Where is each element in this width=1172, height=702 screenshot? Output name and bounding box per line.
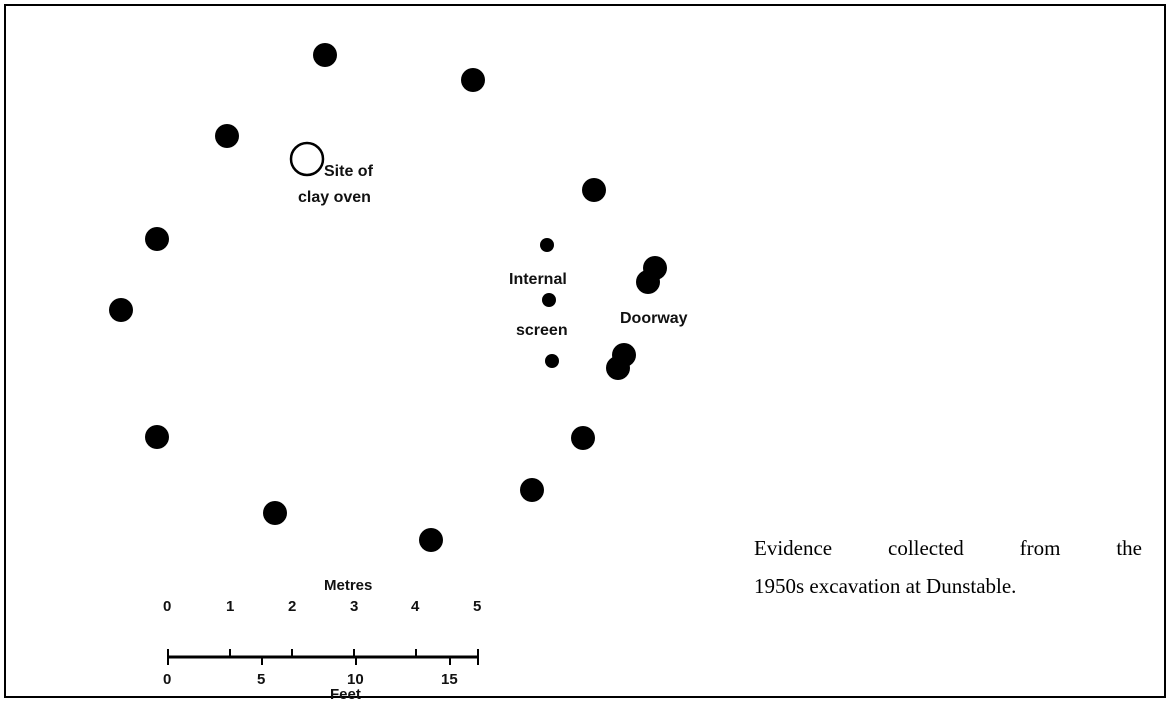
screen-stakehole xyxy=(542,293,556,307)
excavation-plan: Site of clay oven Internal screen Doorwa… xyxy=(109,43,688,700)
posthole xyxy=(520,478,544,502)
screen-stakehole xyxy=(545,354,559,368)
caption-line-2: 1950s excavation at Dunstable. xyxy=(754,574,1017,598)
posthole xyxy=(461,68,485,92)
internal-screen-label-line2: screen xyxy=(516,322,568,339)
posthole xyxy=(313,43,337,67)
posthole xyxy=(109,298,133,322)
posthole xyxy=(263,501,287,525)
scale-metres-tick: 3 xyxy=(350,598,358,615)
posthole xyxy=(145,425,169,449)
scale-feet-label: Feet xyxy=(330,686,361,700)
screen-stakehole xyxy=(540,238,554,252)
scale-metres-tick: 5 xyxy=(473,598,481,615)
figure-frame: Site of clay oven Internal screen Doorwa… xyxy=(4,4,1166,700)
scale-metres-tick: 2 xyxy=(288,598,296,615)
doorway-posthole xyxy=(636,270,660,294)
scale-bar: Metres 0 1 2 3 4 5 0 5 10 15 Feet xyxy=(163,577,481,700)
posthole xyxy=(145,227,169,251)
doorway-label: Doorway xyxy=(620,310,688,327)
posthole xyxy=(571,426,595,450)
posthole xyxy=(215,124,239,148)
scale-feet-tick: 5 xyxy=(257,671,265,688)
scale-metres-tick: 0 xyxy=(163,598,171,615)
caption-line-1: Evidence collected from the xyxy=(754,536,1142,560)
posthole xyxy=(419,528,443,552)
internal-screen-label-line1: Internal xyxy=(509,271,567,288)
scale-feet-tick: 15 xyxy=(441,671,458,688)
doorway-posthole xyxy=(606,356,630,380)
clay-oven-site xyxy=(289,141,325,177)
scale-metres-tick: 1 xyxy=(226,598,234,615)
posthole xyxy=(582,178,606,202)
oven-label-line2: clay oven xyxy=(298,189,371,206)
scale-metres-label: Metres xyxy=(324,577,372,594)
scale-metres-tick: 4 xyxy=(411,598,420,615)
scale-feet-tick: 10 xyxy=(347,671,364,688)
oven-label-line1: Site of xyxy=(324,163,374,180)
scale-feet-tick: 0 xyxy=(163,671,171,688)
figure-caption: Evidence collected from the 1950s excava… xyxy=(754,529,1142,605)
